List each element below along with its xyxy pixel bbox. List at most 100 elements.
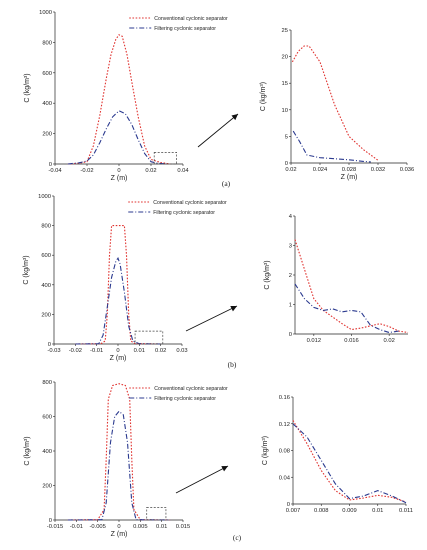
y-axis-label: C (kg/m³) (262, 436, 269, 465)
y-tick-label: 3 (289, 244, 292, 250)
chart-c-main: -0.015 -0.01 -0.005 0 0.005 0.01 0.015 0 200 400 6… (24, 380, 229, 538)
series-line-conventional (67, 383, 171, 521)
x-tick-label: -0.03 (47, 348, 60, 354)
y-tick-label: 15 (282, 81, 288, 87)
y-axis-label: C (kg/m³) (24, 436, 31, 465)
series-line-conventional (75, 225, 161, 345)
y-tick-label: 600 (42, 415, 52, 421)
y-axis-label: C (kg/m³) (23, 255, 30, 284)
y-tick-label: 0 (48, 342, 51, 348)
x-tick-label: -0.02 (69, 348, 82, 354)
x-tick-label: 0.024 (313, 167, 328, 173)
x-axis-label: Z (m) (111, 531, 128, 538)
chart-c-zoom: 0.007 0.008 0.009 0.01 0.011 0 0.04 0.08 0.12 0.1… (262, 395, 413, 514)
y-tick-label: 400 (42, 449, 52, 455)
x-tick-label: 0.02 (145, 168, 156, 174)
x-tick-label: 0.028 (342, 167, 357, 173)
y-tick-label: 800 (42, 40, 52, 46)
legend-label-filtering: Filtering cyclonic separator (154, 396, 216, 402)
x-tick-label: 0.032 (371, 167, 386, 173)
y-tick-label: 5 (285, 134, 288, 140)
x-tick-label: 0.02 (384, 338, 395, 344)
y-tick-label: 0.04 (279, 475, 291, 481)
x-tick-label: -0.015 (47, 524, 63, 530)
x-tick-label: 0.005 (133, 524, 148, 530)
legend-label-filtering: Filtering cyclonic separator (154, 26, 216, 32)
y-tick-label: 25 (282, 28, 288, 34)
y-tick-label: 0 (287, 502, 290, 508)
y-tick-label: 0.16 (279, 395, 290, 401)
y-tick-label: 0 (285, 161, 288, 167)
x-tick-label: 0.01 (156, 524, 167, 530)
x-tick-label: 0.01 (134, 348, 145, 354)
x-tick-label: 0.015 (176, 524, 191, 530)
series-line-conventional (291, 45, 379, 161)
series-line-filtering (292, 130, 371, 163)
series-line-conventional (294, 239, 409, 334)
x-tick-label: 0.02 (155, 348, 166, 354)
y-tick-label: 400 (42, 101, 52, 107)
legend-label-conventional: Conventional cyclonic separator (154, 386, 228, 392)
y-tick-label: 0 (49, 162, 52, 168)
x-axis-label: Z (m) (341, 174, 358, 181)
y-tick-label: 600 (41, 253, 51, 259)
zoom-arrow-line (185, 305, 238, 332)
series-line-filtering (292, 423, 407, 504)
x-tick-label: 0.04 (177, 168, 189, 174)
x-tick-label: 0.007 (286, 508, 301, 514)
y-tick-label: 0 (49, 518, 52, 524)
x-tick-label: 0.008 (314, 508, 329, 514)
zoom-arrow-head-icon (231, 114, 238, 121)
y-tick-label: 0 (289, 332, 292, 338)
series-line-filtering (67, 110, 168, 165)
zoom-arrow-line (197, 113, 239, 148)
x-tick-label: 0.01 (372, 508, 383, 514)
x-tick-label: -0.02 (80, 168, 93, 174)
chart-a-zoom: 0.02 0.024 0.028 0.032 0.036 0 5 10 15 20 25 Z (m) C… (260, 28, 414, 181)
panel-label-a: (a) (222, 179, 231, 188)
x-tick-label: 0.011 (399, 508, 413, 514)
x-tick-label: 0.009 (342, 508, 357, 514)
y-tick-label: 1000 (38, 194, 51, 200)
x-tick-label: -0.01 (70, 524, 83, 530)
x-tick-label: 0.02 (285, 167, 296, 173)
y-tick-label: 20 (282, 55, 288, 61)
series-line-filtering (294, 283, 399, 334)
x-tick-label: 0.03 (176, 348, 187, 354)
y-tick-label: 200 (42, 484, 52, 490)
y-tick-label: 200 (42, 132, 52, 138)
x-tick-label: 0.036 (400, 167, 415, 173)
zoom-region-box (134, 330, 164, 345)
y-tick-label: 1 (289, 303, 292, 309)
zoom-region-box (146, 507, 167, 521)
y-tick-label: 200 (41, 312, 51, 318)
chart-b-zoom: 0.012 0.016 0.02 0 1 2 3 4 C (kg/m³) (264, 214, 409, 344)
chart-a-main: -0.04 -0.02 0 0.02 0.04 0 200 400 600 800 1000 Z (m… (24, 10, 239, 182)
zoom-arrow-head-icon (230, 305, 237, 312)
zoom-region-box (153, 152, 177, 165)
chart-b-main: -0.03 -0.02 -0.01 0 0.01 0.02 0.03 0 200 400 600 80… (23, 194, 238, 362)
x-tick-label: -0.005 (89, 524, 105, 530)
y-tick-label: 0.08 (279, 449, 290, 455)
x-tick-label: 0 (117, 524, 120, 530)
x-tick-label: -0.01 (90, 348, 103, 354)
x-tick-label: 0.012 (307, 338, 322, 344)
y-tick-label: 400 (41, 283, 51, 289)
y-axis-label: C (kg/m³) (24, 73, 31, 102)
legend-label-filtering: Filtering cyclonic separator (153, 210, 215, 216)
y-tick-label: 600 (42, 71, 52, 77)
x-axis-label: Z (m) (111, 175, 128, 182)
series-line-conventional (292, 420, 407, 503)
y-tick-label: 4 (289, 214, 293, 220)
zoom-arrow-head-icon (221, 466, 228, 472)
series-line-filtering (75, 257, 161, 345)
series-line-filtering (67, 410, 171, 521)
y-tick-label: 10 (282, 108, 288, 114)
x-tick-label: 0 (116, 348, 119, 354)
y-axis-label: C (kg/m³) (260, 82, 267, 111)
x-axis-label: Z (m) (110, 355, 127, 362)
y-tick-label: 2 (289, 273, 292, 279)
y-tick-label: 0.12 (279, 422, 290, 428)
y-tick-label: 800 (41, 224, 51, 230)
